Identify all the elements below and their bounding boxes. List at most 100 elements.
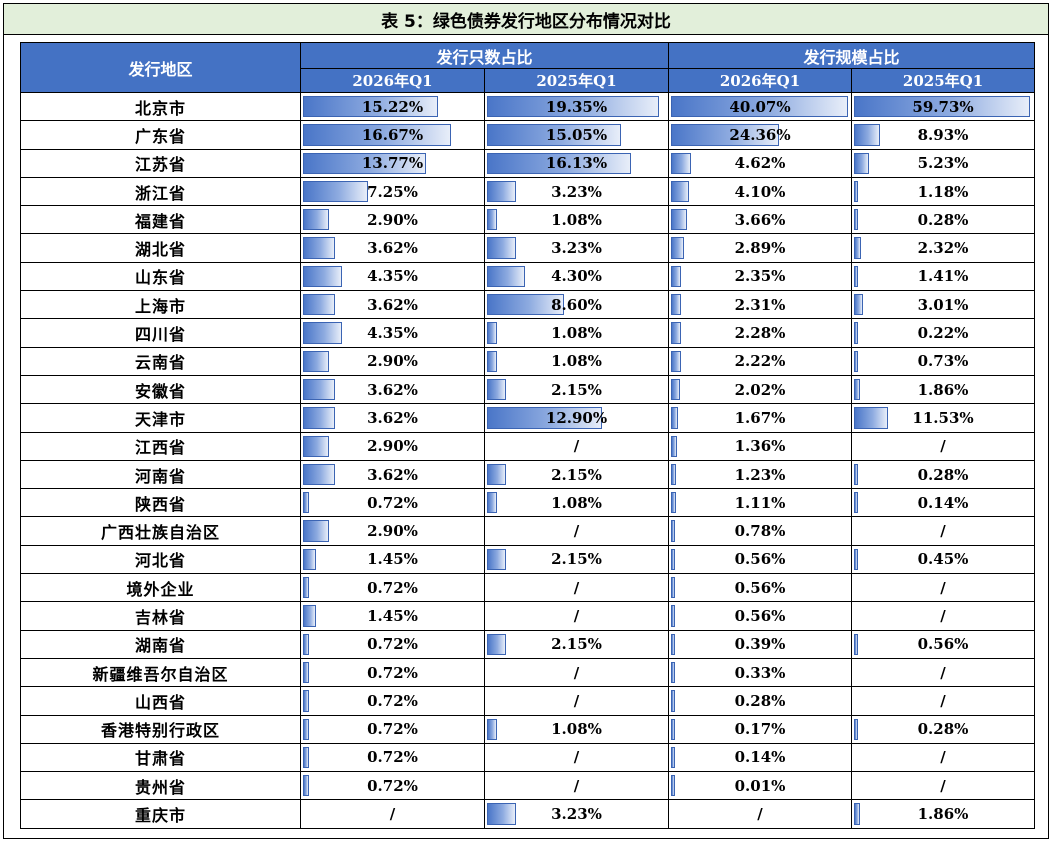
data-bar [671,548,676,571]
data-bar [671,690,676,712]
value-text: 1.86% [917,805,969,824]
value-cell: 2.02% [668,374,853,405]
data-bar [671,265,682,288]
value-text: 3.62% [367,465,418,484]
data-bar [671,96,849,118]
value-text: 4.62% [734,154,786,173]
value-text: 0.56% [734,606,786,625]
value-cell: 1.08% [483,488,670,518]
data-bar [671,605,676,627]
value-cell: 12.90% [483,403,670,433]
value-text: / [573,437,580,456]
value-cell: 8.93% [851,120,1036,150]
value-cell: 16.67% [300,120,485,150]
value-text: 2.15% [551,465,602,484]
region-cell: 湖北省 [20,233,301,263]
data-bar [854,180,859,203]
value-text: 2.90% [367,437,418,456]
table-row: 福建省 2.90% 1.08% 3.66% 0.28% [20,205,1036,235]
value-cell: / [483,516,670,546]
value-cell: / [851,601,1036,631]
data-bar [854,96,1031,118]
data-bar [671,520,676,542]
value-cell: 0.01% [668,771,853,801]
data-bar [671,633,676,655]
data-bar [487,124,621,146]
value-text: 3.23% [551,182,602,201]
value-cell: / [851,771,1036,801]
value-cell: / [483,742,670,773]
data-bar [303,746,310,769]
value-text: 2.35% [734,267,786,286]
table-row: 甘肃省 0.72% / 0.14% / [20,742,1036,773]
value-cell: 0.28% [668,686,853,716]
scale-share-header: 发行规模占比 [668,42,1036,69]
value-text: 2.28% [734,324,786,343]
value-text: / [573,691,580,710]
data-bar [854,463,859,486]
value-cell: 1.45% [300,601,485,631]
data-bar [303,661,310,684]
value-cell: 2.15% [483,459,670,490]
value-text: / [940,663,946,682]
value-cell: 3.62% [300,233,485,263]
table-row: 河北省 1.45% 2.15% 0.56% 0.45% [20,544,1036,575]
value-cell: / [668,799,853,829]
table-row: 安徽省 3.62% 2.15% 2.02% 1.86% [20,374,1036,405]
value-cell: 3.66% [668,205,853,235]
value-cell: 2.90% [300,346,485,376]
data-bar [487,407,602,429]
value-cell: 0.72% [300,714,485,744]
data-bar [487,152,631,174]
value-text: 3.23% [551,239,602,258]
value-text: / [573,776,580,795]
region-cell: 江苏省 [20,148,301,178]
value-text: 0.39% [734,635,786,654]
value-text: 0.72% [367,748,418,767]
value-text: 0.28% [917,210,969,229]
data-bar [303,463,336,486]
value-text: / [940,606,946,625]
value-cell: 1.45% [300,544,485,575]
value-cell: 3.62% [300,403,485,433]
table-row: 重庆市 / 3.23% / 1.86% [20,799,1036,829]
region-distribution-table: 发行地区 发行只数占比 发行规模占比 2026年Q1 2025年Q1 2026年… [20,42,1036,829]
value-cell: 3.62% [300,290,485,320]
value-cell: 0.78% [668,516,853,546]
value-cell: 3.01% [851,290,1036,320]
data-bar [854,124,881,146]
value-cell: / [483,601,670,631]
value-text: / [573,748,580,767]
value-cell: 1.18% [851,176,1036,207]
value-cell: 5.23% [851,148,1036,178]
value-text: 3.66% [734,210,786,229]
value-text: 2.90% [367,210,418,229]
value-text: 0.72% [367,578,418,597]
value-cell: / [483,573,670,603]
value-cell: 0.14% [668,742,853,773]
data-bar [303,407,336,429]
data-bar [303,492,310,514]
data-bar [671,322,682,344]
data-bar [303,96,439,118]
data-bar [671,775,676,797]
data-bar [487,633,507,655]
value-text: 2.90% [367,352,418,371]
data-bar [303,124,452,146]
value-cell: 1.08% [483,205,670,235]
data-bar [303,548,316,571]
table-row: 吉林省 1.45% / 0.56% / [20,601,1036,631]
value-text: 16.67% [361,125,424,144]
value-text: 1.08% [551,352,602,371]
value-text: 0.78% [734,522,786,541]
value-cell: 2.22% [668,346,853,376]
data-bar [854,548,859,571]
value-cell: 3.23% [483,799,670,829]
value-cell: 7.25% [300,176,485,207]
value-text: 0.72% [367,691,418,710]
value-cell: 2.28% [668,318,853,348]
value-cell: 2.90% [300,516,485,546]
value-text: 0.72% [367,663,418,682]
value-text: / [757,805,763,824]
value-text: 1.08% [551,493,602,512]
